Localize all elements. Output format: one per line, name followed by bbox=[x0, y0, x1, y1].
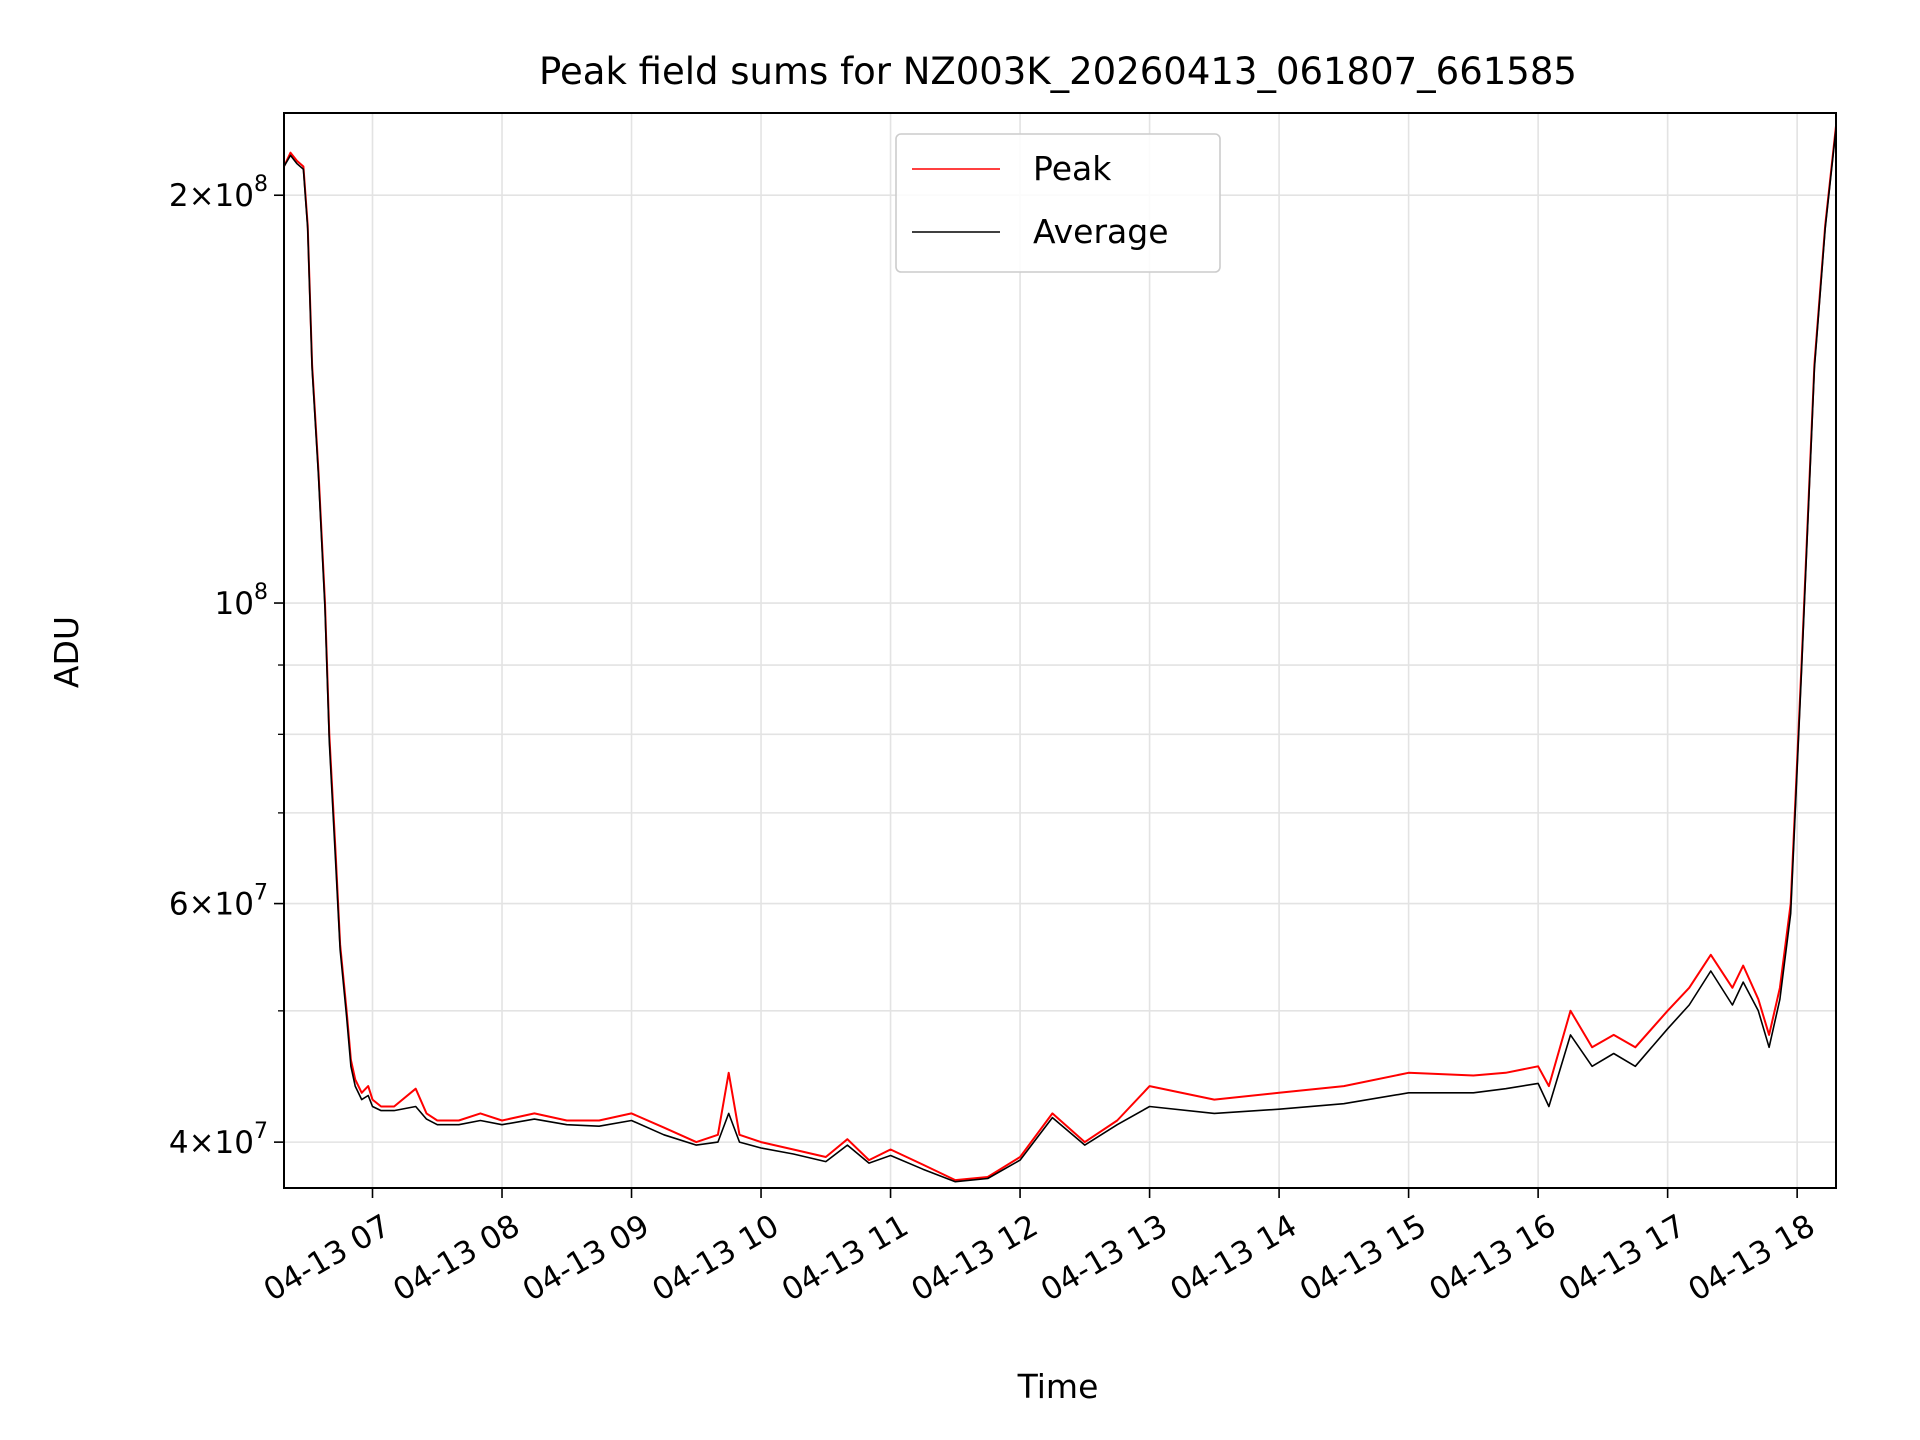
series-line-average bbox=[283, 128, 1837, 1183]
y-tick-label: 2×108 bbox=[169, 172, 268, 214]
legend-label-average: Average bbox=[1033, 212, 1169, 251]
legend-label-peak: Peak bbox=[1033, 149, 1112, 188]
series-layer bbox=[283, 125, 1837, 1183]
legend: Peak Average bbox=[895, 133, 1221, 273]
chart-title: Peak field sums for NZ003K_20260413_0618… bbox=[539, 50, 1577, 93]
y-tick-label: 4×107 bbox=[169, 1119, 268, 1161]
y-tick-label: 108 bbox=[215, 580, 268, 622]
y-tick-label: 6×107 bbox=[169, 881, 268, 923]
y-axis-label: ADU bbox=[47, 616, 86, 688]
x-axis-label: Time bbox=[1017, 1367, 1099, 1406]
plot-frame bbox=[283, 112, 1837, 1189]
y-axis: 2×108 108 6×107 4×107 bbox=[169, 172, 284, 1161]
grid bbox=[284, 113, 1836, 1188]
